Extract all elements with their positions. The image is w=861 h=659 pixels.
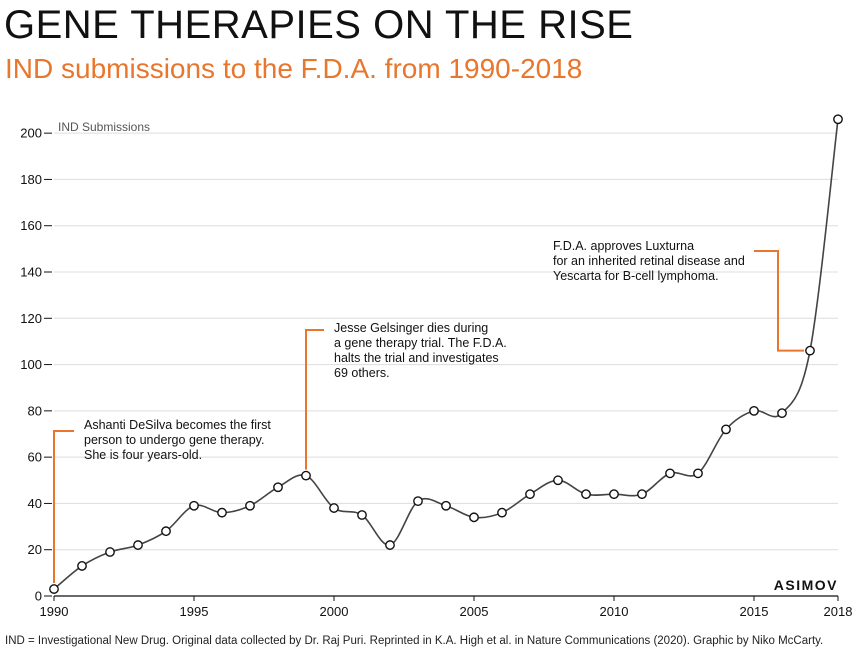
data-point — [581, 489, 591, 500]
data-point — [833, 114, 843, 125]
x-tick-label: 2000 — [320, 604, 349, 619]
data-point — [693, 468, 703, 479]
x-tick-label: 2010 — [600, 604, 629, 619]
annotation-text: F.D.A. approves Luxturna — [553, 239, 694, 253]
data-point — [777, 408, 787, 419]
data-point — [105, 547, 115, 557]
data-point — [189, 500, 199, 511]
y-axis-label: IND Submissions — [58, 120, 150, 134]
data-point — [245, 500, 255, 511]
annotation-leader — [305, 329, 324, 470]
annotation-leader — [53, 430, 74, 584]
data-point — [609, 489, 619, 500]
annotation-text: Yescarta for B-cell lymphoma. — [553, 269, 719, 283]
annotation-text: Ashanti DeSilva becomes the first — [84, 418, 271, 432]
x-tick-label: 2015 — [740, 604, 769, 619]
y-tick-label: 0 — [35, 589, 42, 604]
annotation-leader — [754, 250, 804, 352]
x-tick-label: 2005 — [460, 604, 489, 619]
data-point — [665, 468, 675, 479]
data-point — [77, 561, 87, 571]
annotation-text: for an inherited retinal disease and — [553, 254, 745, 268]
data-point — [441, 500, 451, 511]
data-point — [161, 526, 171, 537]
data-point — [133, 540, 143, 550]
data-point — [637, 489, 647, 500]
data-point — [413, 496, 423, 507]
annotations: Ashanti DeSilva becomes the firstperson … — [53, 239, 804, 584]
data-point — [357, 510, 367, 520]
y-tick-label: 140 — [20, 265, 42, 280]
data-point — [49, 584, 59, 594]
y-tick-label: 60 — [28, 450, 42, 465]
data-point — [301, 470, 311, 481]
x-tick-label: 1990 — [40, 604, 69, 619]
y-tick-label: 200 — [20, 126, 42, 141]
annotation-text: 69 others. — [334, 366, 390, 380]
y-tick-label: 20 — [28, 542, 42, 557]
annotation-text: Jesse Gelsinger dies during — [334, 321, 488, 335]
data-point — [805, 345, 815, 356]
data-points — [49, 114, 843, 594]
data-point — [469, 512, 479, 523]
y-tick-label: 120 — [20, 311, 42, 326]
data-point — [273, 482, 283, 493]
annotation-text: She is four years-old. — [84, 448, 202, 462]
y-tick-label: 180 — [20, 172, 42, 187]
y-tick-label: 100 — [20, 357, 42, 372]
y-tick-label: 40 — [28, 496, 42, 511]
data-point — [749, 405, 759, 416]
annotation-text: person to undergo gene therapy. — [84, 433, 264, 447]
x-tick-label: 2018 — [824, 604, 853, 619]
footer-note: IND = Investigational New Drug. Original… — [5, 635, 824, 647]
x-tick-label: 1995 — [180, 604, 209, 619]
axes: 0 20 40 60 80 100 120 140 160 180 200 1990 1995 2000 2… — [20, 126, 852, 619]
y-tick-label: 80 — [28, 403, 42, 418]
annotation-text: halts the trial and investigates — [334, 351, 499, 365]
data-point — [525, 489, 535, 500]
data-point — [329, 503, 339, 513]
chart-title: GENE THERAPIES ON THE RISE — [4, 3, 634, 47]
gridlines — [54, 132, 838, 551]
y-tick-label: 160 — [20, 218, 42, 233]
brand-logo: ASIMOV — [774, 577, 838, 593]
data-point — [721, 424, 731, 435]
data-point — [553, 475, 563, 486]
chart-subtitle: IND submissions to the F.D.A. from 1990-… — [5, 53, 583, 84]
data-point — [217, 507, 227, 518]
data-point — [385, 540, 395, 550]
data-point — [497, 507, 507, 518]
annotation-text: a gene therapy trial. The F.D.A. — [334, 336, 507, 350]
